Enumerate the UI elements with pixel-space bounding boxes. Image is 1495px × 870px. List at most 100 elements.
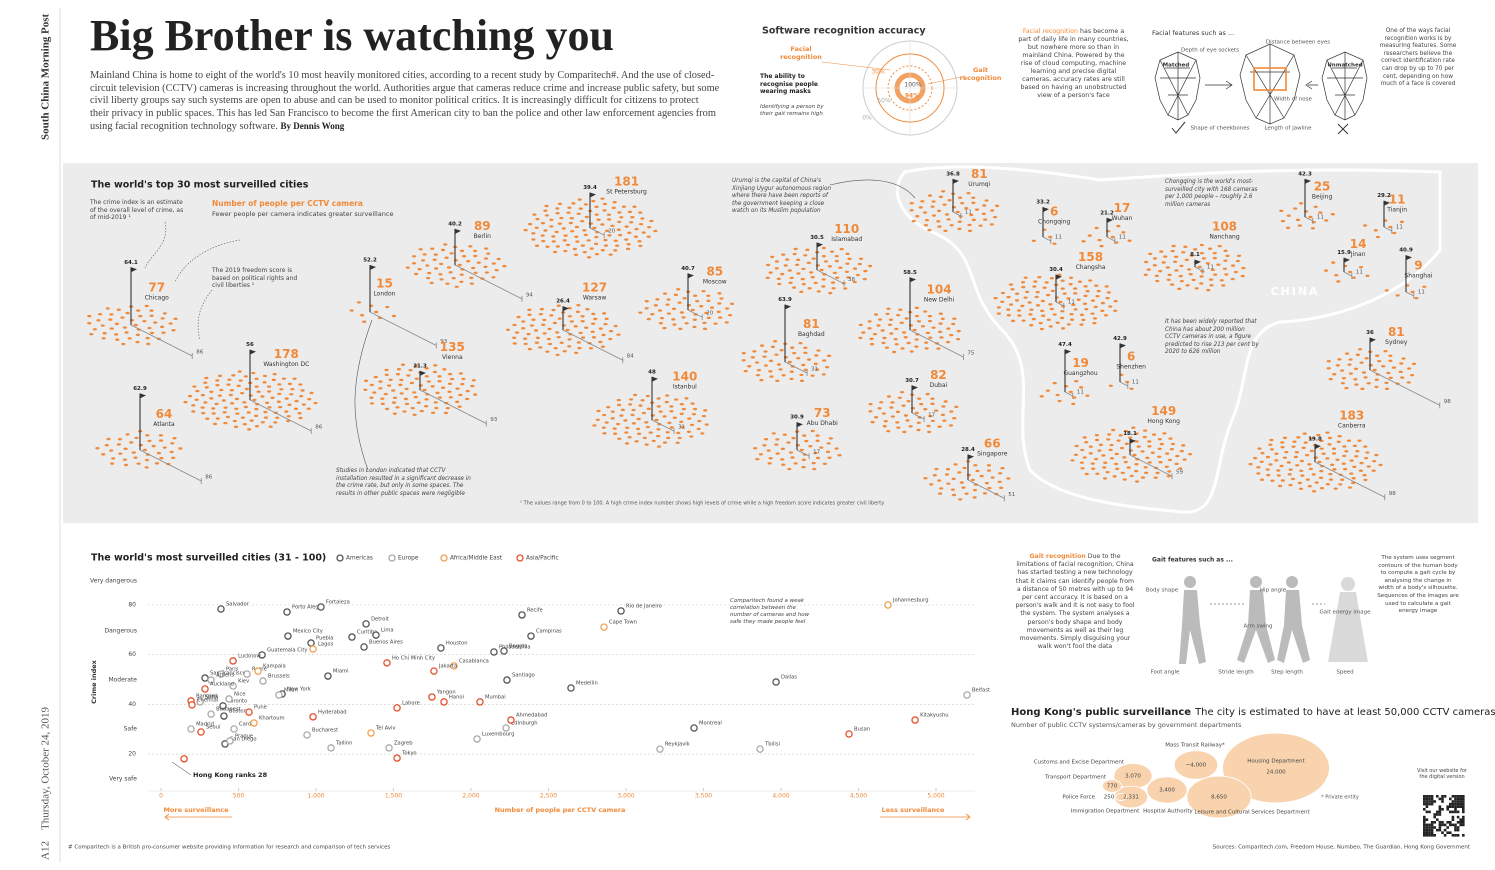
camera-dot — [975, 469, 980, 473]
qr-cell — [1423, 795, 1426, 798]
camera-dot — [747, 365, 752, 368]
camera-dot — [1035, 290, 1040, 294]
qr-cell — [1454, 802, 1457, 806]
camera-dot — [459, 273, 464, 276]
camera-dot — [1165, 452, 1170, 455]
crime-label: 29.2 — [1377, 193, 1391, 199]
camera-dot — [1046, 318, 1051, 321]
camera-dot — [785, 258, 790, 261]
camera-dot — [559, 216, 564, 220]
camera-dot — [244, 387, 249, 391]
camera-dot — [1150, 451, 1155, 454]
camera-dot — [1194, 287, 1199, 290]
freedom-label: 93 — [490, 417, 497, 423]
camera-dot — [724, 321, 729, 324]
camera-dot — [595, 230, 600, 234]
camera-dot — [437, 396, 443, 399]
camera-dot — [669, 426, 674, 429]
city-name: Jinan — [1350, 251, 1366, 258]
camera-dot — [1299, 459, 1305, 463]
camera-dot — [776, 363, 782, 366]
camera-dot — [1166, 278, 1171, 282]
camera-dot — [1079, 386, 1084, 389]
camera-dot — [104, 444, 109, 447]
camera-dot — [755, 373, 761, 377]
camera-dot — [602, 209, 607, 212]
camera-dot — [453, 259, 459, 262]
camera-dot — [1388, 359, 1393, 363]
bubble — [1146, 776, 1188, 804]
crime-flag — [910, 277, 916, 283]
crime-flag — [688, 273, 694, 279]
camera-dot — [363, 388, 368, 391]
camera-dot — [920, 325, 926, 328]
camera-dot — [1144, 471, 1149, 475]
camera-dot — [827, 456, 832, 459]
camera-dot — [1147, 440, 1152, 443]
camera-dot — [1145, 456, 1150, 460]
camera-dot — [987, 486, 992, 490]
camera-dot — [1300, 474, 1305, 477]
camera-dot — [821, 254, 827, 258]
camera-dot — [1349, 459, 1354, 462]
camera-dot — [641, 231, 646, 234]
camera-dot — [532, 213, 537, 216]
camera-dot — [512, 323, 517, 327]
city-name: Tianjin — [1386, 207, 1407, 214]
freedom-line — [1314, 461, 1385, 498]
city-label: Auckland — [210, 681, 234, 687]
camera-dot — [789, 276, 794, 280]
camera-dot — [262, 381, 267, 384]
crime-level: Very dangerous — [90, 578, 137, 585]
camera-dot — [634, 440, 639, 443]
city-point — [518, 611, 526, 619]
camera-dot — [424, 367, 429, 370]
camera-dot — [656, 405, 661, 408]
camera-dot — [567, 206, 572, 209]
city-name: Washington DC — [263, 361, 309, 368]
camera-dot — [1107, 433, 1112, 436]
camera-dot — [425, 264, 430, 267]
city-name: Istanbul — [673, 384, 697, 391]
camera-dot — [96, 319, 101, 322]
camera-dot — [826, 442, 831, 445]
qr-cell — [1436, 813, 1439, 816]
camera-dot — [630, 216, 635, 219]
camera-dot — [114, 322, 119, 326]
camera-dot — [796, 258, 801, 262]
camera-dot — [290, 387, 295, 391]
camera-dot — [1319, 469, 1324, 473]
camera-dot — [638, 311, 643, 314]
camera-dot — [1313, 205, 1318, 208]
camera-dot — [813, 281, 818, 285]
city-label: Nice — [234, 691, 245, 697]
camera-dot — [633, 235, 638, 238]
camera-dot — [920, 200, 925, 203]
ring-label: 94% — [905, 93, 919, 100]
camera-dot — [1372, 368, 1377, 372]
camera-dot — [1080, 467, 1085, 470]
qr-cell — [1425, 834, 1429, 837]
city-label: Hyderabad — [318, 709, 347, 715]
people-per-camera: 178 — [274, 347, 299, 361]
crime-flag — [250, 349, 256, 355]
camera-dot — [225, 415, 231, 419]
camera-dot — [604, 317, 609, 321]
camera-dot — [982, 492, 988, 495]
camera-dot — [938, 330, 943, 334]
camera-dot — [692, 318, 697, 321]
camera-dot — [756, 368, 762, 372]
camera-dot — [613, 432, 618, 435]
camera-dot — [972, 496, 977, 499]
camera-dot — [1332, 373, 1337, 376]
camera-dot — [1206, 288, 1211, 292]
camera-dot — [457, 263, 462, 267]
camera-dot — [1318, 211, 1323, 214]
city-label: Milan — [284, 687, 298, 693]
camera-dot — [383, 392, 388, 396]
freedom-line — [1383, 226, 1393, 232]
camera-dot — [601, 426, 606, 429]
city-label: Dallas — [781, 675, 797, 681]
camera-dot — [221, 399, 226, 402]
camera-dot — [446, 266, 452, 269]
